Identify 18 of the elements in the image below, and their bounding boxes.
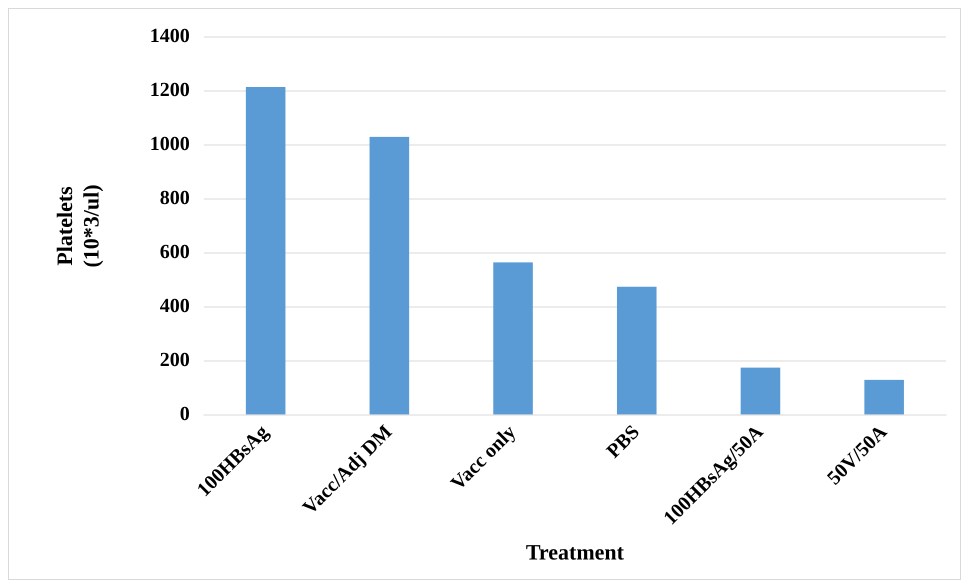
y-tick-label: 800 (160, 187, 190, 210)
bar (246, 86, 286, 414)
x-axis-title: Treatment (526, 539, 625, 564)
y-tick-label: 1400 (150, 25, 190, 48)
y-tick-label: 600 (160, 241, 190, 264)
bar (370, 136, 410, 414)
y-tick-label: 0 (180, 403, 190, 426)
y-tick-label: 200 (160, 349, 190, 372)
y-tick-label: 400 (160, 295, 190, 318)
y-tick-label: 1000 (150, 133, 190, 156)
bar (493, 262, 533, 414)
x-tick-label: Vacc only (446, 421, 520, 495)
x-tick-label: PBS (602, 421, 644, 463)
y-tick-label: 1200 (150, 79, 190, 102)
bar (864, 380, 904, 414)
bar (740, 368, 780, 414)
y-axis-title: Platelets (10*3/ul) (52, 184, 104, 268)
bar (616, 286, 657, 414)
